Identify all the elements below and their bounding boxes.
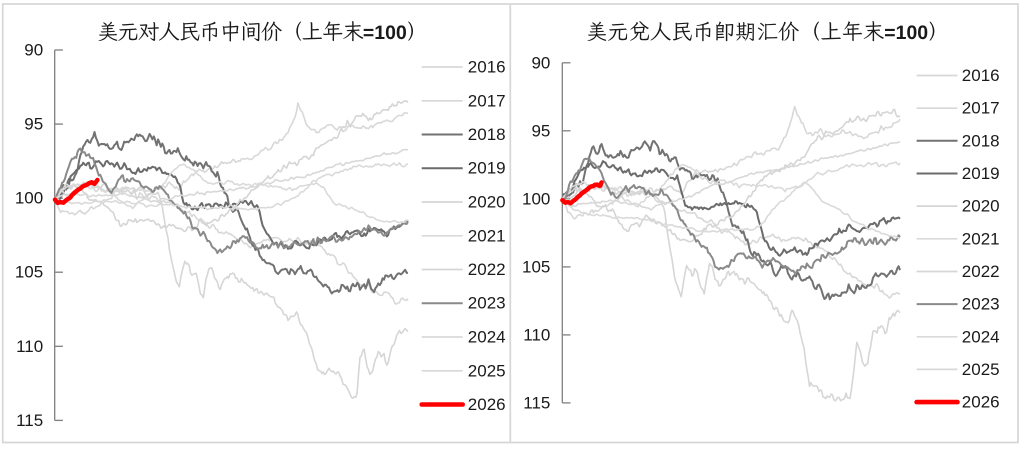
svg-text:2019: 2019	[468, 159, 506, 178]
svg-text:90: 90	[531, 53, 550, 72]
svg-text:2026: 2026	[468, 395, 506, 414]
svg-text:110: 110	[523, 325, 550, 344]
svg-text:2024: 2024	[468, 328, 506, 347]
svg-text:2021: 2021	[962, 229, 1000, 248]
svg-text:115: 115	[16, 411, 43, 430]
svg-text:115: 115	[523, 393, 550, 412]
svg-text:95: 95	[24, 115, 43, 134]
svg-text:2023: 2023	[468, 294, 506, 313]
svg-text:2022: 2022	[962, 262, 1000, 281]
svg-text:2016: 2016	[962, 66, 1000, 85]
svg-text:95: 95	[531, 121, 550, 140]
svg-text:100: 100	[522, 189, 550, 208]
svg-text:2024: 2024	[962, 327, 1000, 346]
svg-text:2017: 2017	[962, 99, 1000, 118]
svg-text:2018: 2018	[468, 125, 506, 144]
svg-text:2022: 2022	[468, 260, 506, 279]
svg-text:2023: 2023	[962, 295, 1000, 314]
svg-text:100: 100	[15, 189, 43, 208]
svg-text:2020: 2020	[962, 197, 1000, 216]
svg-text:2020: 2020	[468, 193, 506, 212]
svg-text:110: 110	[16, 337, 43, 356]
svg-text:2025: 2025	[468, 361, 506, 380]
svg-text:105: 105	[15, 263, 43, 282]
svg-text:90: 90	[24, 41, 43, 60]
svg-text:2017: 2017	[468, 91, 506, 110]
svg-text:2016: 2016	[468, 58, 506, 77]
svg-text:105: 105	[522, 257, 550, 276]
svg-text:2018: 2018	[962, 131, 1000, 150]
svg-text:2026: 2026	[962, 393, 1000, 412]
svg-text:2021: 2021	[468, 226, 506, 245]
svg-text:2019: 2019	[962, 164, 1000, 183]
svg-text:2025: 2025	[962, 360, 1000, 379]
